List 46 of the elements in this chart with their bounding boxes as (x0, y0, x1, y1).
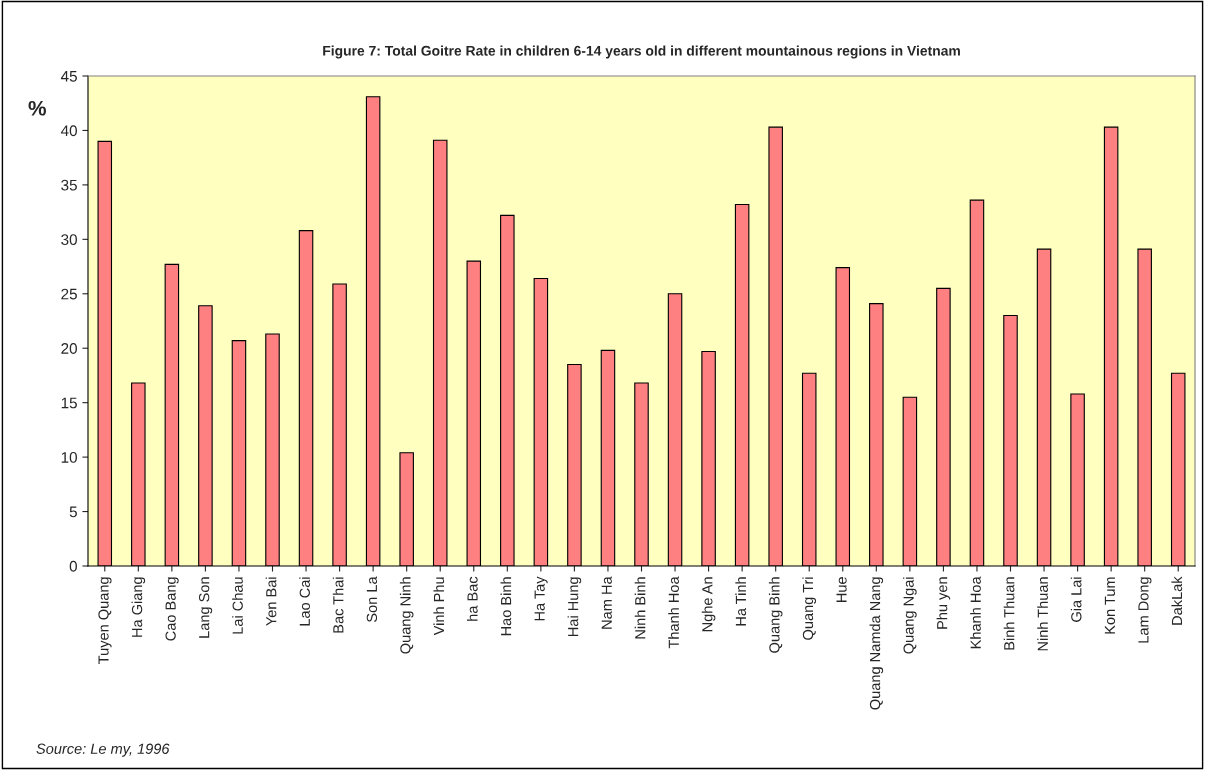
x-tick-label: Ha Giang (131, 577, 146, 637)
x-tick-label: Kon Tum (1104, 577, 1116, 634)
source-note: Source: Le my, 1996 (36, 743, 170, 757)
x-tick-label: DakLak (1171, 576, 1183, 625)
x-tick-label: Lam Dong (1138, 577, 1152, 643)
y-tick-label: 10 (61, 451, 77, 463)
x-tick-label: Cao Bang (165, 577, 179, 641)
x-tick-label: Binh Thuan (1003, 577, 1015, 650)
x-tick-label: Nam Ha (601, 576, 612, 629)
y-tick-label: 25 (61, 288, 77, 300)
x-tick-label: Yen Bai (265, 577, 277, 626)
x-tick-label: Bac Thai (332, 577, 344, 633)
y-tick-label: 20 (61, 343, 77, 354)
x-tick-label: Ha Tinh (735, 577, 747, 626)
x-tick-label: Tuyen Quang (98, 577, 112, 664)
x-tick-label: Hue (836, 577, 847, 602)
x-tick-label: Quang Ninh (399, 577, 414, 654)
x-tick-label: Hai Hung (567, 577, 582, 637)
chart-title: Figure 7: Total Goitre Rate in children 6-14 years old in different mountainous regions in Vietnam (323, 45, 960, 59)
x-tick-label: Lai Chau (232, 577, 243, 634)
y-tick-label: 5 (69, 506, 77, 518)
x-tick-label: Khanh Hoa (970, 576, 981, 649)
x-tick-label: Nghe An (701, 577, 716, 632)
x-tick-label: Quang Ngai (903, 577, 917, 654)
y-tick-label: 15 (61, 397, 77, 409)
y-tick-label: 35 (61, 179, 77, 191)
x-tick-label: Quang Binh (768, 577, 783, 653)
x-tick-label: Vinh Phu (433, 577, 445, 636)
x-tick-label: Gia Lai (1070, 577, 1082, 622)
x-tick-label: Phu yen (936, 577, 951, 629)
x-tick-label: Ninh Binh (634, 577, 646, 639)
y-tick-label: 0 (69, 560, 77, 572)
y-axis-title: % (28, 100, 46, 116)
y-tick-label: 45 (60, 71, 77, 82)
x-tick-label: Hao Binh (500, 577, 512, 636)
x-tick-label: Quang Namda Nang (869, 577, 884, 710)
x-tick-label: Ninh Thuan (1037, 577, 1048, 651)
y-tick-label: 40 (60, 125, 77, 137)
y-tick-label: 30 (61, 234, 77, 246)
x-tick-label: Lao Cai (299, 577, 310, 626)
x-tick-label: Son La (366, 576, 378, 622)
x-tick-label: Lang Son (199, 577, 213, 638)
x-tick-label: Thanh Hoa (668, 576, 679, 649)
x-tick-label: Quang Tri (802, 577, 817, 640)
x-tick-label: Ha Tay (534, 576, 548, 621)
x-tick-label: ha Bac (466, 576, 478, 621)
